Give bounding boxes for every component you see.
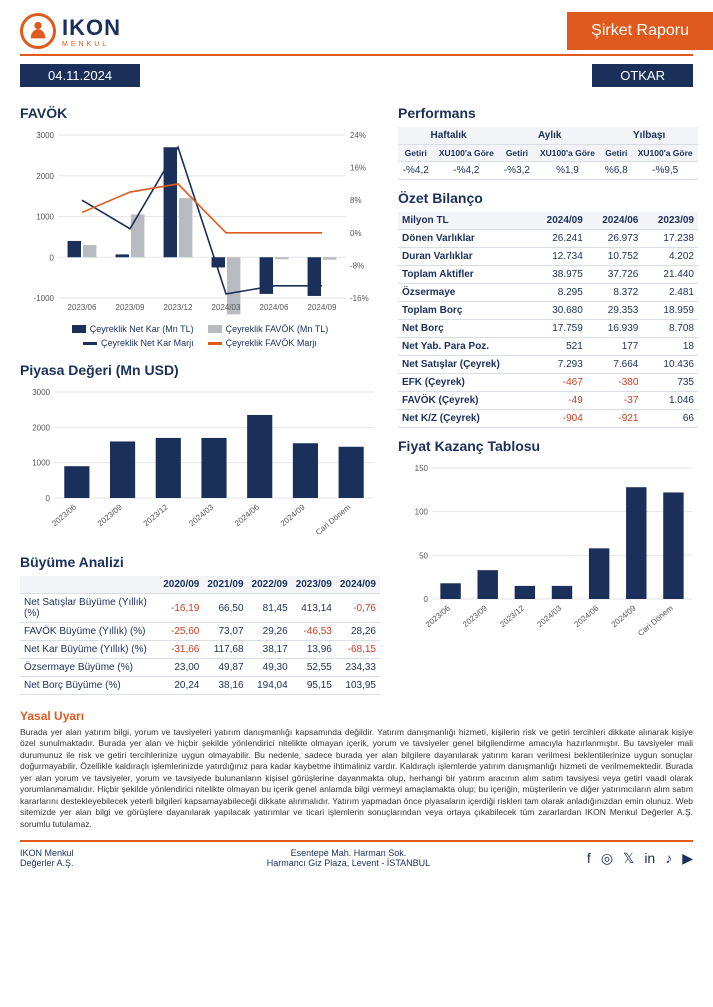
- instagram-icon[interactable]: ◎: [601, 850, 613, 867]
- svg-text:Cari Dönem: Cari Dönem: [314, 502, 353, 534]
- logo-subtext: MENKUL: [62, 41, 121, 48]
- divider: [20, 54, 693, 56]
- legend-label: Çeyreklik Net Kar Marjı: [101, 338, 194, 348]
- svg-text:2024/06: 2024/06: [233, 502, 261, 528]
- footer: IKON Menkul Değerler A.Ş. Esentepe Mah. …: [20, 840, 693, 868]
- legend-label: Çeyreklik Net Kar (Mn TL): [90, 324, 194, 334]
- svg-text:2023/09: 2023/09: [96, 502, 124, 528]
- svg-text:100: 100: [415, 508, 429, 517]
- svg-text:-8%: -8%: [350, 261, 364, 270]
- svg-text:2023/06: 2023/06: [50, 502, 78, 528]
- footer-addr-line: Harmancı Giz Plaza, Levent - İSTANBUL: [110, 858, 587, 868]
- svg-text:2024/06: 2024/06: [260, 303, 289, 312]
- legend-label: Çeyreklik FAVÖK (Mn TL): [226, 324, 329, 334]
- top-bar: IKON MENKUL Şirket Raporu: [20, 12, 693, 50]
- favok-chart: -1000 0 1000 2000 3000 -16% -8% 0% 8% 16% 24% 2023/…: [20, 127, 380, 322]
- svg-text:0: 0: [46, 494, 51, 503]
- svg-text:2023/06: 2023/06: [68, 303, 97, 312]
- svg-text:3000: 3000: [32, 388, 50, 397]
- legend-label: Çeyreklik FAVÖK Marjı: [226, 338, 317, 348]
- favok-title: FAVÖK: [20, 105, 380, 121]
- ticker-code: OTKAR: [592, 64, 693, 87]
- svg-text:2024/03: 2024/03: [212, 303, 241, 312]
- svg-text:-16%: -16%: [350, 294, 369, 303]
- svg-text:150: 150: [415, 464, 429, 473]
- svg-text:2000: 2000: [36, 172, 54, 181]
- svg-text:2023/12: 2023/12: [498, 603, 526, 629]
- logo-icon: [20, 13, 56, 49]
- favok-legend: Çeyreklik Net Kar (Mn TL) Çeyreklik FAVÖ…: [20, 324, 380, 348]
- footer-company: IKON Menkul Değerler A.Ş.: [20, 848, 110, 868]
- report-date: 04.11.2024: [20, 64, 140, 87]
- legal-text: Burada yer alan yatırım bilgi, yorum ve …: [20, 727, 693, 830]
- buyume-table: 2020/092021/092022/092023/092024/09Net S…: [20, 576, 380, 695]
- piyasa-chart: 0 1000 2000 3000 2023/06 2023/09 2023/12 2024/0…: [20, 384, 380, 534]
- fiyat-title: Fiyat Kazanç Tablosu: [398, 438, 698, 454]
- footer-address: Esentepe Mah. Harman Sok. Harmancı Giz P…: [110, 848, 587, 868]
- svg-text:-1000: -1000: [34, 294, 55, 303]
- svg-text:2023/06: 2023/06: [424, 603, 452, 629]
- svg-text:3000: 3000: [36, 131, 54, 140]
- youtube-icon[interactable]: ▶: [682, 850, 693, 867]
- svg-text:2023/12: 2023/12: [164, 303, 193, 312]
- svg-text:8%: 8%: [350, 196, 362, 205]
- sub-bar: 04.11.2024 OTKAR: [20, 64, 693, 87]
- legal-disclaimer: Yasal Uyarı Burada yer alan yatırım bilg…: [20, 709, 693, 830]
- perf-title: Performans: [398, 105, 698, 121]
- report-type-banner: Şirket Raporu: [567, 12, 713, 50]
- perf-table: HaftalıkAylıkYılbaşıGetiriXU100'a GöreGe…: [398, 127, 698, 180]
- piyasa-title: Piyasa Değeri (Mn USD): [20, 362, 380, 378]
- svg-text:2024/03: 2024/03: [535, 603, 563, 629]
- facebook-icon[interactable]: f: [587, 850, 591, 867]
- legal-title: Yasal Uyarı: [20, 709, 693, 723]
- svg-text:2024/09: 2024/09: [308, 303, 337, 312]
- bilanco-title: Özet Bilanço: [398, 190, 698, 206]
- social-icons: f ◎ 𝕏 in ♪ ▶: [587, 850, 693, 867]
- svg-text:1000: 1000: [36, 213, 54, 222]
- footer-addr-line: Esentepe Mah. Harman Sok.: [110, 848, 587, 858]
- svg-text:2024/09: 2024/09: [279, 502, 307, 528]
- svg-text:0: 0: [50, 253, 55, 262]
- svg-text:50: 50: [419, 551, 428, 560]
- svg-text:2023/12: 2023/12: [142, 502, 170, 528]
- svg-text:2024/03: 2024/03: [187, 502, 215, 528]
- linkedin-icon[interactable]: in: [644, 850, 655, 867]
- logo: IKON MENKUL: [20, 13, 121, 49]
- tiktok-icon[interactable]: ♪: [665, 850, 672, 867]
- svg-text:24%: 24%: [350, 131, 366, 140]
- svg-text:2023/09: 2023/09: [461, 603, 489, 629]
- svg-text:0%: 0%: [350, 229, 362, 238]
- fiyat-chart: 0 50 100 150 2023/06 2023/09 2023/12 2024/03 202…: [398, 460, 698, 635]
- x-icon[interactable]: 𝕏: [623, 850, 634, 867]
- svg-text:2024/06: 2024/06: [572, 603, 600, 629]
- svg-text:0: 0: [424, 595, 429, 604]
- svg-text:2024/09: 2024/09: [610, 603, 638, 629]
- svg-text:16%: 16%: [350, 164, 366, 173]
- logo-text: IKON: [62, 15, 121, 41]
- buyume-title: Büyüme Analizi: [20, 554, 380, 570]
- svg-text:Cari Dönem: Cari Dönem: [636, 603, 675, 635]
- svg-text:1000: 1000: [32, 459, 50, 468]
- bilanco-table: Milyon TL2024/092024/062023/09Dönen Varl…: [398, 212, 698, 428]
- svg-text:2023/09: 2023/09: [116, 303, 145, 312]
- svg-text:2000: 2000: [32, 423, 50, 432]
